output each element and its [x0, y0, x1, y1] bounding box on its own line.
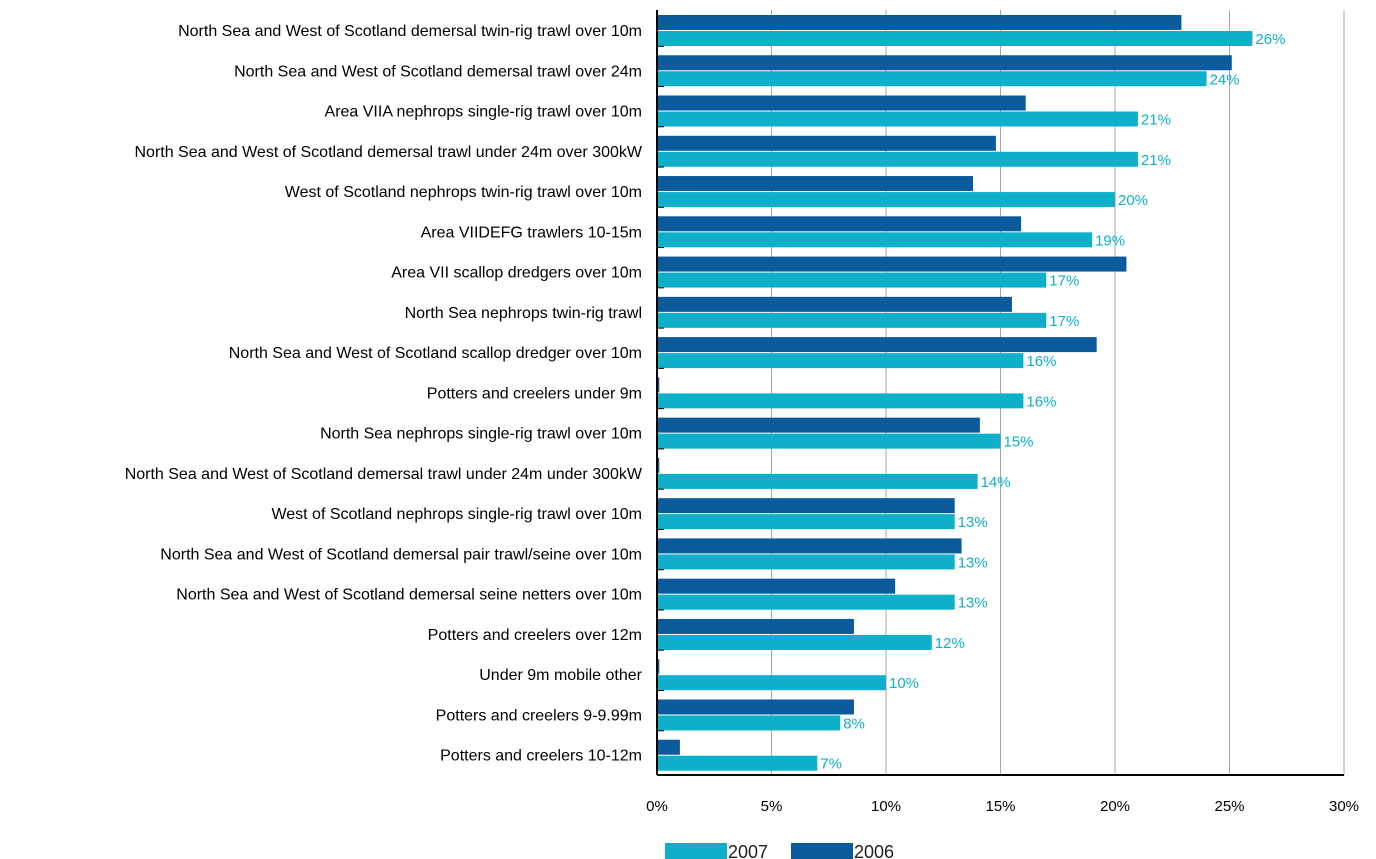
data-label-2007: 17% [1049, 313, 1079, 330]
bar-2006 [657, 417, 980, 433]
bar-2006 [657, 55, 1232, 71]
category-label: Potters and creelers 10-12m [440, 748, 642, 765]
data-label-2007: 21% [1141, 152, 1171, 169]
bar-2007 [657, 755, 818, 771]
category-label: Potters and creelers over 12m [428, 627, 642, 644]
bar-2006 [657, 457, 660, 473]
bar-2007 [657, 192, 1115, 208]
legend-swatch-2006 [791, 843, 853, 859]
bar-2006 [657, 296, 1012, 312]
data-label-2007: 16% [1026, 353, 1056, 370]
data-label-2007: 12% [935, 635, 965, 652]
category-label: Potters and creelers under 9m [427, 385, 642, 402]
bar-2006 [657, 337, 1097, 353]
data-label-2007: 13% [958, 514, 988, 531]
bar-2006 [657, 377, 660, 393]
bar-2006 [657, 498, 955, 514]
data-label-2007: 10% [889, 675, 919, 692]
data-label-2007: 17% [1049, 273, 1079, 290]
category-label: North Sea and West of Scotland demersal … [160, 546, 642, 563]
category-label: West of Scotland nephrops single-rig tra… [271, 506, 642, 523]
data-label-2007: 15% [1004, 434, 1034, 451]
x-tick-label: 30% [1329, 798, 1359, 815]
legend-swatch-2007 [665, 843, 727, 859]
data-label-2007: 20% [1118, 192, 1148, 209]
category-labels: North Sea and West of Scotland demersal … [125, 23, 643, 765]
bar-2006 [657, 659, 660, 675]
bar-2007 [657, 675, 886, 691]
x-tick-label: 15% [985, 798, 1015, 815]
bar-2007 [657, 715, 841, 731]
data-label-2007: 24% [1210, 71, 1240, 88]
legend-label-2006: 2006 [854, 842, 894, 859]
data-label-2007: 21% [1141, 112, 1171, 129]
data-label-2007: 19% [1095, 232, 1125, 249]
bar-2007 [657, 473, 978, 489]
category-label: North Sea and West of Scotland scallop d… [229, 345, 642, 362]
axes [656, 10, 1344, 776]
bar-2007 [657, 514, 955, 530]
bar-2007 [657, 111, 1138, 127]
bar-2007 [657, 554, 955, 570]
x-tick-labels: 0% 5% 10% 15% 20% 25% 30% [646, 798, 1359, 815]
data-label-2007: 7% [820, 756, 842, 773]
category-label: Potters and creelers 9-9.99m [436, 707, 642, 724]
bar-2007 [657, 272, 1047, 288]
data-labels: 26% 24% 21% 21% 20% 19% 17% 17% 16% 16% 15% 14% 13% 1… [820, 31, 1285, 773]
bar-2007 [657, 71, 1207, 87]
x-tick-label: 0% [646, 798, 668, 815]
bar-2007 [657, 312, 1047, 328]
category-label: Under 9m mobile other [479, 667, 642, 684]
bar-2007 [657, 151, 1138, 167]
bar-2006 [657, 739, 680, 755]
x-tick-label: 5% [761, 798, 783, 815]
bar-2006 [657, 95, 1026, 111]
x-tick-label: 20% [1100, 798, 1130, 815]
bar-2007 [657, 353, 1024, 369]
bar-2006 [657, 176, 974, 192]
data-label-2007: 13% [958, 595, 988, 612]
legend: 2007 2006 [665, 842, 894, 859]
bar-2007 [657, 31, 1253, 46]
bar-2006 [657, 578, 896, 594]
category-label: North Sea nephrops twin-rig trawl [405, 305, 642, 322]
bar-2007 [657, 634, 932, 650]
bar-2007 [657, 594, 955, 610]
bar-2007 [657, 393, 1024, 409]
x-tick-label: 25% [1214, 798, 1244, 815]
bar-2006 [657, 135, 996, 151]
category-label: West of Scotland nephrops twin-rig trawl… [285, 184, 642, 201]
bar-2006 [657, 699, 854, 715]
bar-2006 [657, 256, 1127, 272]
bar-2007 [657, 232, 1093, 248]
legend-label-2007: 2007 [728, 842, 768, 859]
data-label-2007: 13% [958, 554, 988, 571]
category-label: Area VIIA nephrops single-rig trawl over… [325, 104, 642, 121]
category-label: North Sea and West of Scotland demersal … [134, 144, 642, 161]
data-label-2007: 14% [981, 474, 1011, 491]
data-label-2007: 8% [843, 715, 865, 732]
category-label: Area VIIDEFG trawlers 10-15m [421, 224, 642, 241]
bar-2007 [657, 433, 1001, 449]
bar-2006 [657, 538, 962, 554]
category-label: North Sea and West of Scotland demersal … [125, 466, 643, 483]
bars [657, 15, 1253, 771]
bar-2006 [657, 618, 854, 634]
data-label-2007: 16% [1026, 393, 1056, 410]
x-tick-label: 10% [871, 798, 901, 815]
bar-2006 [657, 216, 1022, 232]
category-label: Area VII scallop dredgers over 10m [391, 265, 642, 282]
category-label: North Sea and West of Scotland demersal … [178, 23, 642, 40]
data-label-2007: 26% [1255, 31, 1285, 48]
category-label: North Sea nephrops single-rig trawl over… [320, 426, 642, 443]
category-label: North Sea and West of Scotland demersal … [234, 63, 642, 80]
bar-2006 [657, 15, 1182, 30]
category-label: North Sea and West of Scotland demersal … [176, 587, 642, 604]
